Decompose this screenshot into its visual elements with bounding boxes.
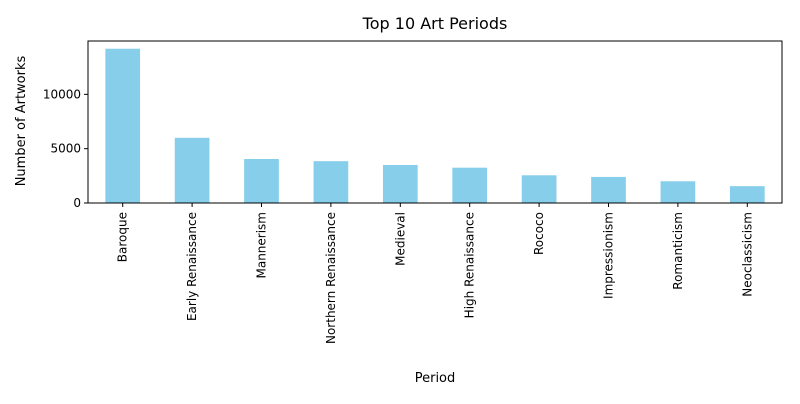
bar [521,175,557,203]
y-tick-label: 0 [73,196,81,210]
x-tick-label: Early Renaissance [185,212,199,321]
bar [174,137,210,203]
x-axis: Baroque Early Renaissance Mannerism Norther… [116,203,754,344]
bar [244,158,279,203]
x-tick-label: Northern Renaissance [324,212,338,344]
bar [105,48,141,203]
x-tick-label: Mannerism [255,212,269,279]
bar [382,164,418,203]
x-tick-label: High Renaissance [463,212,477,318]
plot-frame [87,40,783,204]
x-tick-label: Impressionism [602,212,616,299]
bar [591,176,626,203]
x-tick-label: Neoclassicism [740,212,754,297]
y-tick-label: 10000 [43,87,81,101]
bar [313,161,349,203]
x-axis-label: Period [415,371,456,386]
x-tick-label: Baroque [116,212,130,262]
y-axis: 0 5000 10000 [43,87,88,210]
bar [729,186,765,203]
bar [452,167,488,203]
bars-group [105,48,765,203]
bar [660,181,696,203]
x-tick-label: Romanticism [671,212,685,290]
x-tick-label: Rococo [532,212,546,255]
y-axis-label: Number of Artworks [14,55,29,186]
x-tick-label: Medieval [393,212,407,266]
y-tick-label: 5000 [50,142,81,156]
chart-title: Top 10 Art Periods [362,14,508,33]
